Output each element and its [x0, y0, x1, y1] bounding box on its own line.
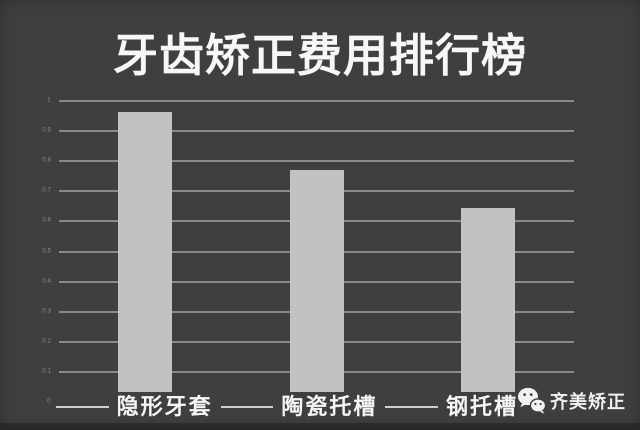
- bar-slot: [59, 100, 231, 401]
- watermark: 齐美矫正: [517, 386, 626, 416]
- y-tick-label: 0.6: [42, 216, 51, 224]
- bar-series: [59, 100, 574, 401]
- watermark-label: 齐美矫正: [550, 392, 626, 412]
- y-tick-label: 0.3: [42, 307, 51, 315]
- bar-隐形牙套: [117, 112, 172, 392]
- y-tick-label: 0.2: [42, 337, 51, 345]
- plot-area: [59, 100, 574, 401]
- axis-line-segment: [220, 406, 274, 408]
- category-label: 陶瓷托槽: [281, 394, 378, 419]
- y-tick-label: 0.9: [42, 126, 51, 134]
- axis-line-segment: [385, 406, 438, 408]
- bar-slot: [231, 100, 403, 401]
- x-axis-labels: 隐形牙套 陶瓷托槽 钢托槽: [56, 392, 518, 422]
- bar-slot: [402, 100, 574, 401]
- bar-钢托槽: [461, 208, 516, 392]
- bar-陶瓷托槽: [289, 170, 344, 392]
- y-tick-label: 0: [47, 397, 51, 405]
- chart-title: 牙齿矫正费用排行榜: [112, 30, 527, 81]
- axis-line-segment: [56, 406, 109, 408]
- bottom-shade: [0, 423, 640, 430]
- gridline: [59, 100, 574, 102]
- y-tick-label: 1: [47, 96, 51, 104]
- wechat-icon: [518, 387, 547, 414]
- y-tick-label: 0.8: [42, 156, 51, 164]
- gridline: [59, 130, 574, 132]
- y-tick-label: 0.5: [42, 247, 51, 255]
- y-tick-label: 0.1: [42, 367, 51, 375]
- y-tick-label: 0.7: [42, 186, 51, 194]
- category-label: 隐形牙套: [116, 394, 213, 419]
- gridline: [59, 160, 574, 162]
- category-label: 钢托槽: [446, 394, 519, 419]
- y-tick-label: 0.4: [42, 277, 51, 285]
- y-axis-ticks: 1 0.9 0.8 0.7 0.6 0.5 0.4 0.3 0.2 0.1 0: [28, 96, 54, 405]
